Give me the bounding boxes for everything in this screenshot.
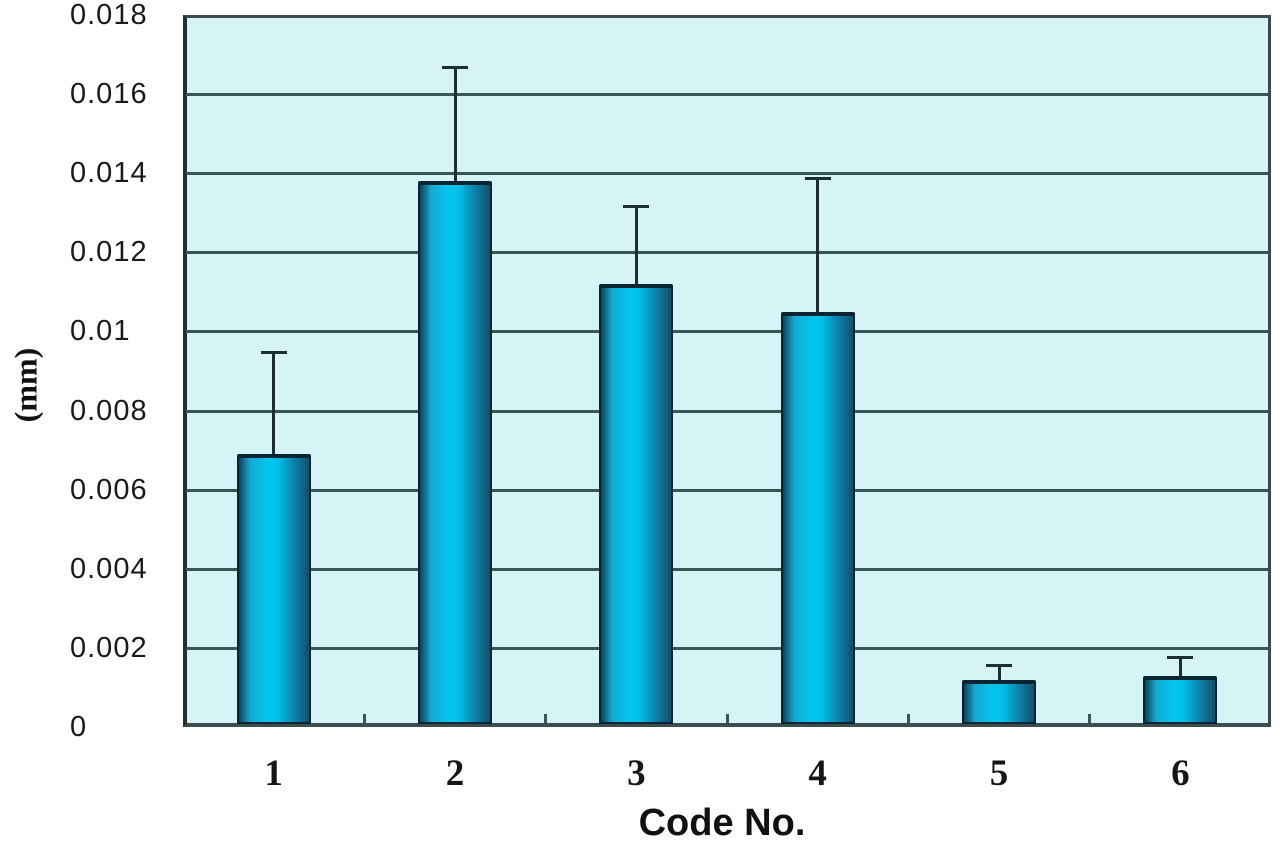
error-bar — [272, 351, 276, 465]
x-axis-boundary-tick — [1088, 714, 1092, 724]
bar — [236, 454, 311, 724]
error-bar — [1178, 655, 1182, 686]
error-bar — [634, 204, 638, 294]
y-tick-label: 0.006 — [70, 473, 148, 506]
x-tick-label: 5 — [989, 753, 1009, 794]
plot-area — [183, 15, 1271, 727]
error-bar-cap — [1167, 655, 1194, 659]
x-tick-label: 6 — [1171, 753, 1190, 794]
gridline — [186, 172, 1268, 176]
error-bar — [997, 663, 1001, 690]
y-tick-label: 0.018 — [70, 0, 148, 31]
error-bar-cap — [986, 663, 1012, 667]
bar — [418, 181, 492, 724]
y-tick-label: 0.004 — [70, 552, 148, 585]
x-tick-label: 1 — [264, 753, 283, 794]
y-tick-label: 0.012 — [70, 236, 148, 269]
gridline — [186, 93, 1268, 97]
error-bar-cap — [623, 204, 650, 208]
error-bar-cap — [804, 177, 831, 181]
y-tick-label: 0.002 — [70, 631, 148, 664]
gridline — [186, 409, 1268, 413]
x-tick-label: 4 — [808, 753, 827, 794]
error-bar — [816, 177, 820, 322]
y-axis-title: (mm) — [7, 347, 44, 423]
bar — [962, 679, 1036, 724]
x-axis-title: Code No. — [638, 802, 806, 844]
x-tick-label: 2 — [445, 753, 465, 794]
error-bar-cap — [442, 66, 468, 70]
gridline — [186, 488, 1268, 492]
y-tick-label: 0.008 — [70, 394, 148, 427]
error-bar-cap — [260, 351, 287, 355]
bar — [1143, 675, 1218, 724]
x-axis-boundary-tick — [906, 714, 910, 724]
x-axis-boundary-tick — [725, 714, 729, 724]
error-bar — [453, 66, 457, 192]
gridline — [186, 330, 1268, 334]
bar — [599, 283, 674, 724]
y-tick-label: 0.01 — [70, 315, 131, 348]
y-tick-label: 0.016 — [70, 78, 148, 111]
gridline — [186, 646, 1268, 650]
gridline — [186, 567, 1268, 571]
x-axis-boundary-tick — [544, 714, 548, 724]
x-tick-label: 3 — [627, 753, 646, 794]
y-tick-label: 0.014 — [70, 157, 148, 190]
bar — [780, 311, 855, 724]
x-axis-boundary-tick — [362, 714, 366, 724]
y-tick-label: 0 — [70, 711, 88, 743]
gridline — [186, 251, 1268, 255]
